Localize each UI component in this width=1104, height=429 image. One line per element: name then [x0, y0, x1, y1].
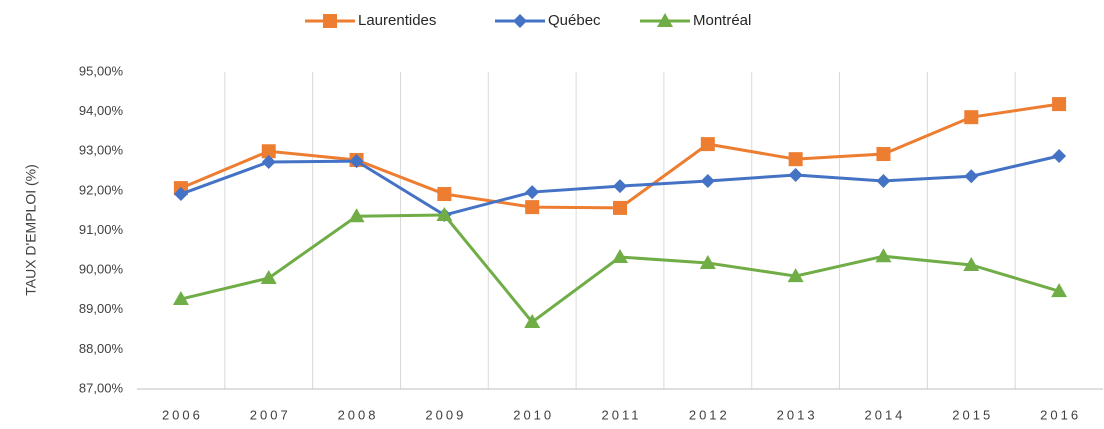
marker — [1052, 97, 1067, 112]
marker — [525, 200, 540, 215]
marker — [964, 169, 979, 184]
y-tick-label: 90,00% — [79, 262, 124, 277]
marker — [261, 144, 276, 159]
marker — [613, 179, 627, 194]
marker — [348, 208, 365, 223]
marker — [699, 254, 716, 269]
x-tick-label: 2012 — [689, 407, 730, 422]
y-tick-label: 89,00% — [79, 301, 124, 316]
marker — [700, 173, 715, 188]
x-tick-label: 2010 — [513, 407, 554, 422]
x-tick-label: 2011 — [602, 407, 642, 422]
y-tick-label: 92,00% — [79, 182, 124, 197]
marker — [963, 256, 980, 271]
y-tick-label: 93,00% — [79, 143, 124, 158]
x-tick-label: 2006 — [162, 407, 203, 422]
marker — [876, 147, 891, 162]
legend-label: Québec — [548, 12, 601, 29]
marker — [700, 137, 715, 152]
marker — [1051, 283, 1068, 298]
x-tick-label: 2013 — [777, 407, 818, 422]
x-tick-label: 2014 — [864, 407, 905, 422]
marker — [173, 187, 188, 202]
marker — [875, 248, 892, 263]
x-tick-label: 2009 — [425, 407, 466, 422]
y-tick-label: 91,00% — [79, 222, 124, 237]
marker — [513, 14, 527, 28]
marker — [964, 110, 979, 125]
legend-label: Laurentides — [358, 12, 436, 29]
x-tick-label: 2016 — [1040, 407, 1081, 422]
marker — [172, 291, 189, 306]
marker — [613, 200, 627, 215]
marker — [323, 14, 337, 28]
marker — [525, 185, 540, 200]
x-tick-label: 2007 — [250, 407, 291, 422]
y-tick-label: 88,00% — [79, 341, 124, 356]
marker — [787, 268, 804, 283]
marker — [788, 152, 803, 167]
marker — [788, 168, 803, 183]
marker — [261, 154, 276, 169]
marker — [876, 173, 891, 188]
y-tick-label: 94,00% — [79, 103, 124, 118]
x-tick-label: 2008 — [338, 407, 379, 422]
x-tick-label: 2015 — [952, 407, 993, 422]
legend-label: Montréal — [693, 12, 751, 29]
marker — [1052, 149, 1067, 164]
marker — [657, 13, 673, 27]
marker — [437, 187, 452, 202]
y-tick-label: 95,00% — [79, 63, 124, 78]
marker — [524, 314, 541, 329]
y-axis-label: TAUX D'EMPLOI (%) — [23, 164, 39, 296]
marker — [436, 207, 453, 222]
marker — [349, 154, 364, 169]
marker — [260, 270, 277, 285]
y-tick-label: 87,00% — [79, 380, 124, 395]
marker — [612, 249, 628, 264]
